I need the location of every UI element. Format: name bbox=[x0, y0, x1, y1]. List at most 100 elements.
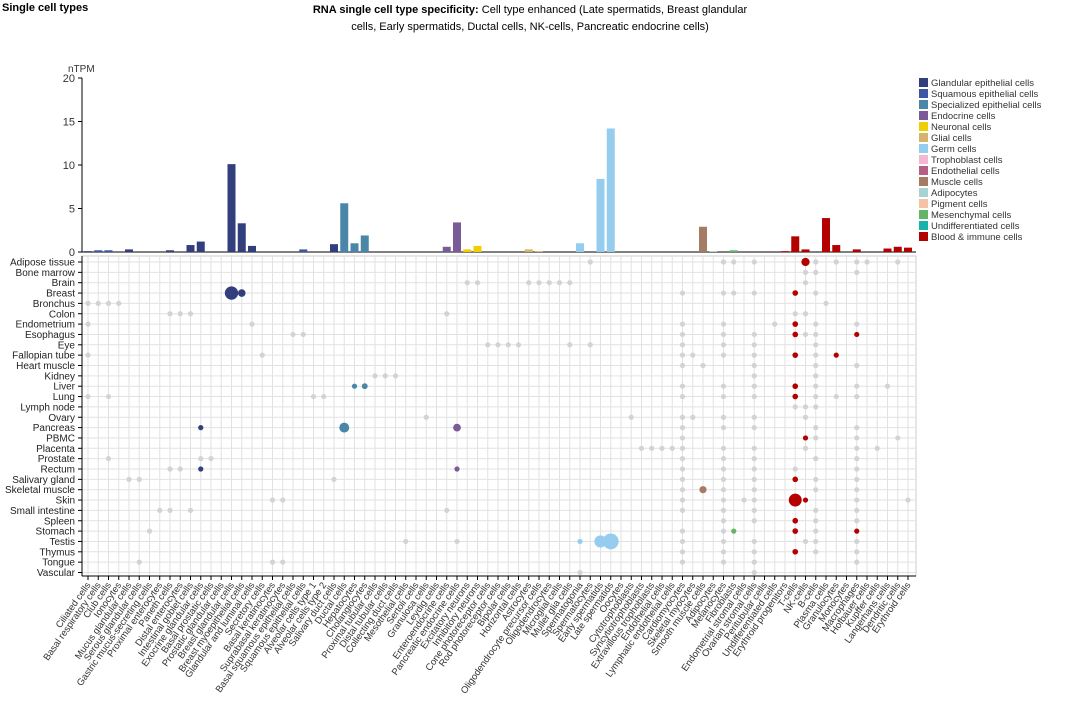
faint-dot bbox=[854, 321, 860, 327]
faint-dot bbox=[526, 280, 532, 286]
faint-dot bbox=[751, 362, 757, 369]
faint-dot bbox=[813, 383, 819, 389]
legend-swatch bbox=[919, 199, 928, 208]
bar bbox=[330, 244, 338, 252]
bar bbox=[535, 251, 543, 252]
faint-dot bbox=[813, 528, 819, 534]
faint-dot bbox=[720, 393, 727, 400]
bubble bbox=[792, 476, 799, 483]
tissue-label: Salivary gland bbox=[12, 475, 75, 486]
faint-dot bbox=[720, 549, 727, 555]
tissue-label: Prostate bbox=[38, 454, 76, 465]
faint-dot bbox=[751, 549, 757, 555]
bubble bbox=[792, 548, 799, 555]
bubble bbox=[854, 331, 860, 338]
legend-swatch bbox=[919, 177, 928, 186]
faint-dot bbox=[720, 466, 727, 472]
faint-dot bbox=[895, 259, 901, 265]
faint-dot bbox=[813, 456, 819, 462]
faint-dot bbox=[854, 362, 860, 369]
faint-dot bbox=[854, 466, 860, 472]
bar bbox=[196, 241, 205, 252]
bubble-matrix-grid bbox=[81, 255, 917, 577]
faint-dot bbox=[751, 445, 757, 451]
legend-label: Pigment cells bbox=[931, 199, 988, 210]
faint-dot bbox=[321, 393, 327, 400]
bar-y-tick-label: 5 bbox=[69, 204, 75, 216]
faint-dot bbox=[679, 538, 686, 545]
tissue-label: Small intestine bbox=[10, 506, 75, 517]
faint-dot bbox=[720, 456, 727, 462]
faint-dot bbox=[157, 507, 163, 513]
faint-dot bbox=[567, 280, 573, 286]
bubble bbox=[792, 528, 799, 534]
faint-dot bbox=[720, 487, 727, 493]
faint-dot bbox=[813, 290, 819, 296]
faint-dot bbox=[136, 476, 142, 482]
faint-dot bbox=[792, 311, 798, 317]
faint-dot bbox=[679, 549, 686, 555]
faint-dot bbox=[116, 300, 122, 306]
bar bbox=[453, 222, 461, 252]
faint-dot bbox=[167, 507, 173, 513]
faint-dot bbox=[802, 445, 809, 451]
tissue-label: Lung bbox=[53, 392, 75, 403]
faint-dot bbox=[679, 393, 686, 400]
legend-swatch bbox=[919, 188, 928, 197]
faint-dot bbox=[720, 559, 727, 565]
faint-dot bbox=[659, 445, 665, 451]
faint-dot bbox=[802, 414, 809, 420]
bubble bbox=[833, 352, 839, 358]
faint-dot bbox=[854, 549, 860, 555]
tissue-label: Liver bbox=[53, 382, 75, 393]
faint-dot bbox=[474, 280, 481, 286]
faint-dot bbox=[720, 445, 727, 451]
bar bbox=[186, 245, 195, 252]
faint-dot bbox=[751, 559, 757, 565]
faint-dot bbox=[720, 476, 727, 482]
bar bbox=[801, 249, 810, 252]
faint-dot bbox=[515, 342, 522, 348]
faint-dot bbox=[813, 476, 819, 482]
faint-dot bbox=[85, 321, 91, 327]
faint-dot bbox=[813, 352, 819, 358]
bubble bbox=[792, 517, 799, 524]
bar bbox=[832, 245, 841, 252]
legend-swatch bbox=[919, 89, 928, 98]
faint-dot bbox=[751, 342, 757, 348]
bar bbox=[709, 251, 718, 252]
faint-dot bbox=[720, 425, 727, 431]
faint-dot bbox=[577, 569, 583, 576]
faint-dot bbox=[854, 507, 860, 513]
faint-dot bbox=[95, 300, 101, 306]
faint-dot bbox=[751, 518, 757, 524]
bubble bbox=[792, 393, 799, 400]
faint-dot bbox=[649, 445, 655, 451]
faint-dot bbox=[854, 476, 860, 482]
faint-dot bbox=[300, 331, 306, 338]
faint-dot bbox=[884, 383, 891, 389]
bar bbox=[596, 178, 605, 252]
bar bbox=[893, 246, 902, 252]
legend-label: Neuronal cells bbox=[931, 122, 991, 133]
bubble bbox=[361, 383, 368, 390]
faint-dot bbox=[813, 393, 819, 400]
faint-dot bbox=[813, 321, 819, 327]
faint-dot bbox=[669, 445, 675, 451]
bubble bbox=[788, 493, 802, 507]
bar-y-axis-title: nTPM bbox=[68, 64, 95, 75]
chart-title-value: Cell type enhanced (Late spermatids, Bre… bbox=[351, 4, 748, 33]
faint-dot bbox=[85, 393, 91, 400]
bubble bbox=[237, 289, 246, 297]
bar bbox=[822, 218, 830, 252]
bubble bbox=[351, 383, 358, 389]
bubble bbox=[792, 321, 799, 327]
chart-title-label: RNA single cell type specificity: bbox=[312, 4, 479, 16]
legend-swatch bbox=[919, 232, 928, 241]
tissue-label: Spleen bbox=[44, 516, 75, 527]
faint-dot bbox=[587, 342, 593, 348]
bubble-series bbox=[85, 257, 911, 576]
bar bbox=[473, 245, 482, 252]
bar bbox=[781, 251, 789, 252]
